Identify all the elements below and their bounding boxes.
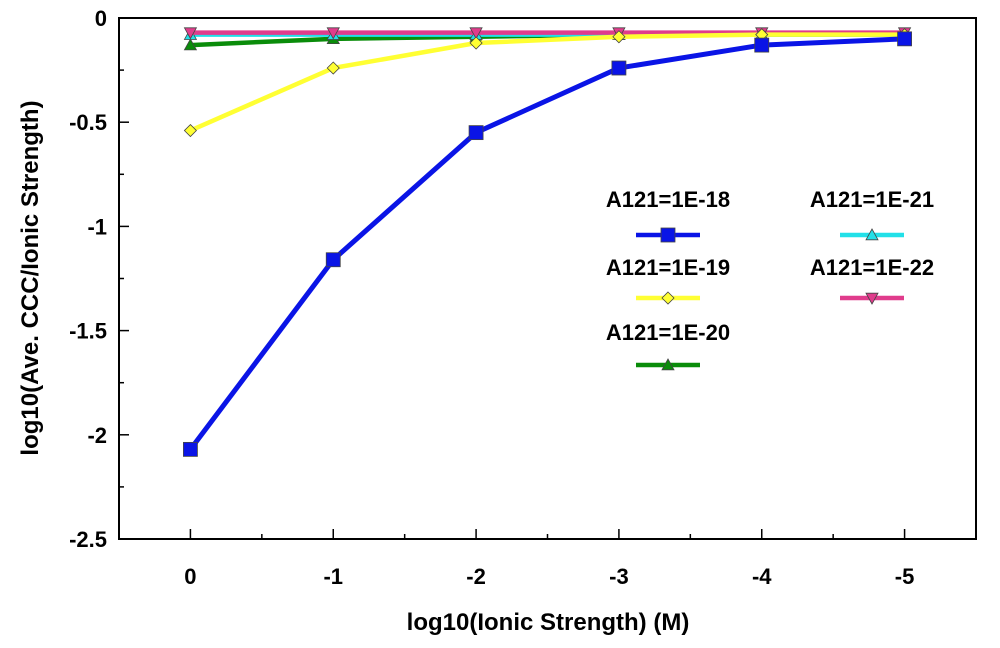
- y-tick-label: -1.5: [69, 319, 107, 344]
- y-tick-label: -0.5: [69, 110, 107, 135]
- legend-item: A121=1E-22: [810, 255, 934, 305]
- series-A121=1E-18: [183, 31, 912, 457]
- data-point: [865, 228, 879, 241]
- legend-label: A121=1E-21: [810, 187, 934, 212]
- data-point: [754, 37, 770, 53]
- legend-item: A121=1E-19: [606, 255, 730, 305]
- y-axis-title: log10(Ave. CCC/Ionic Strength): [17, 100, 44, 455]
- legend-item: A121=1E-20: [606, 320, 730, 371]
- legend-label: A121=1E-18: [606, 187, 730, 212]
- data-point: [660, 227, 676, 243]
- data-point: [326, 61, 340, 75]
- legend-label: A121=1E-19: [606, 255, 730, 280]
- data-point: [661, 291, 675, 305]
- x-tick-label: 0: [184, 564, 196, 589]
- x-tick-label: -2: [466, 564, 486, 589]
- data-point: [865, 292, 879, 305]
- y-tick-label: -2: [87, 423, 107, 448]
- data-point: [183, 27, 198, 40]
- data-point: [611, 60, 627, 76]
- data-point: [468, 125, 484, 141]
- data-point: [325, 252, 341, 268]
- legend-item: A121=1E-21: [810, 187, 934, 241]
- series-line: [189, 32, 905, 133]
- x-axis-title: log10(Ionic Strength) (M): [407, 609, 690, 636]
- y-tick-label: -2.5: [69, 527, 107, 552]
- data-point: [183, 123, 197, 138]
- x-tick-label: -3: [609, 564, 629, 589]
- data-point: [469, 36, 483, 50]
- legend-label: A121=1E-22: [810, 255, 934, 280]
- data-point: [183, 38, 198, 51]
- data-point: [183, 441, 198, 457]
- x-tick-label: -1: [323, 564, 343, 589]
- y-tick-label: 0: [95, 6, 107, 31]
- x-tick-label: -5: [895, 564, 915, 589]
- legend: A121=1E-18 A121=1E-19 A121=1E-20 A121=1E-21…: [606, 187, 934, 371]
- y-tick-label: -1: [87, 214, 107, 239]
- data-point: [612, 30, 626, 44]
- series-line: [188, 36, 905, 451]
- series-layer: [183, 27, 912, 457]
- data-point: [469, 27, 483, 40]
- data-point: [661, 358, 675, 371]
- data-point: [326, 27, 340, 40]
- legend-label: A121=1E-20: [606, 320, 730, 345]
- data-point: [897, 31, 912, 47]
- x-tick-label: -4: [752, 564, 772, 589]
- axis-ticks: 0 -0.5 -1 -1.5 -2 -2.5 0 -1 -2 -3 -4 -5: [69, 6, 914, 589]
- legend-item: A121=1E-18: [606, 187, 730, 243]
